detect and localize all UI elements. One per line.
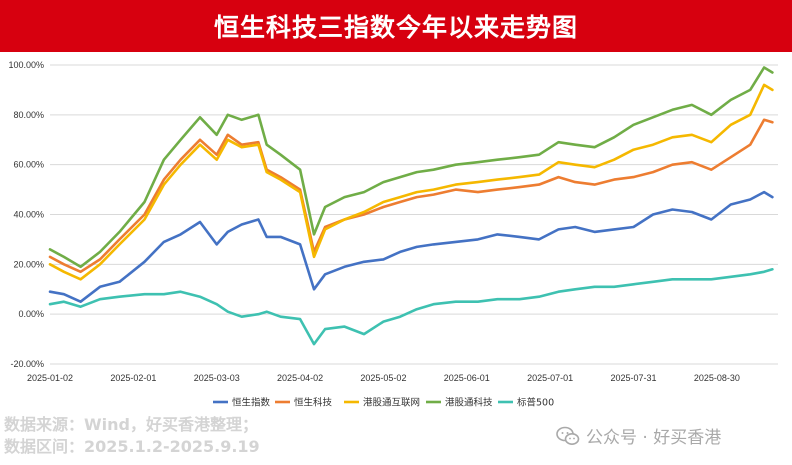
x-tick-label: 2025-06-01	[444, 373, 490, 383]
chart-title: 恒生科技三指数今年以来走势图	[213, 13, 578, 42]
legend-label: 恒生科技	[294, 397, 333, 409]
y-tick-label: 100.00%	[8, 60, 44, 70]
series-line	[48, 66, 774, 269]
watermark-text: 公众号 · 好买香港	[586, 428, 722, 448]
x-tick-label: 2025-07-01	[527, 373, 573, 383]
x-tick-label: 2025-08-30	[694, 373, 740, 383]
x-tick-label: 2025-04-02	[277, 373, 323, 383]
y-tick-label: 40.00%	[13, 210, 44, 220]
x-tick-label: 2025-03-03	[194, 373, 240, 383]
data-source-note: 数据来源：Wind，好买香港整理； 数据区间：2025.1.2-2025.9.1…	[4, 414, 260, 458]
y-tick-label: 60.00%	[13, 160, 44, 170]
y-tick-label: 80.00%	[13, 110, 44, 120]
grid-lines	[50, 64, 778, 365]
series-line	[48, 118, 774, 274]
legend-label: 港股通科技	[445, 397, 493, 409]
legend-label: 港股通互联网	[363, 397, 420, 409]
source-line: 数据来源：Wind，好买香港整理；	[4, 415, 258, 434]
wechat-icon	[556, 426, 580, 445]
series-line	[48, 83, 774, 281]
y-axis-ticks: -20.00% 0.00% 20.00% 40.00% 60.00% 80.00% 100.…	[8, 60, 44, 369]
y-tick-label: 0.00%	[18, 309, 44, 319]
date-range-line: 数据区间：2025.1.2-2025.9.19	[4, 437, 260, 456]
series-line	[48, 267, 774, 346]
x-tick-label: 2025-02-01	[110, 373, 156, 383]
y-tick-label: -20.00%	[10, 359, 44, 369]
title-bar: 恒生科技三指数今年以来走势图	[0, 0, 792, 52]
x-tick-label: 2025-07-31	[610, 373, 656, 383]
x-axis-ticks: 2025-01-02 2025-02-01 2025-03-03 2025-04-02…	[27, 373, 740, 383]
legend-label: 恒生指数	[232, 397, 271, 409]
y-tick-label: 20.00%	[13, 259, 44, 269]
legend-label: 标普500	[517, 397, 554, 409]
legend: 恒生指数 恒生科技 港股通互联网 港股通科技 标普500	[213, 397, 554, 409]
line-chart: -20.00% 0.00% 20.00% 40.00% 60.00% 80.00% 100.…	[8, 60, 778, 409]
x-tick-label: 2025-01-02	[27, 373, 73, 383]
watermark: 公众号 · 好买香港	[556, 423, 721, 448]
series-line	[48, 190, 774, 304]
x-tick-label: 2025-05-02	[360, 373, 406, 383]
series-lines	[48, 66, 774, 346]
